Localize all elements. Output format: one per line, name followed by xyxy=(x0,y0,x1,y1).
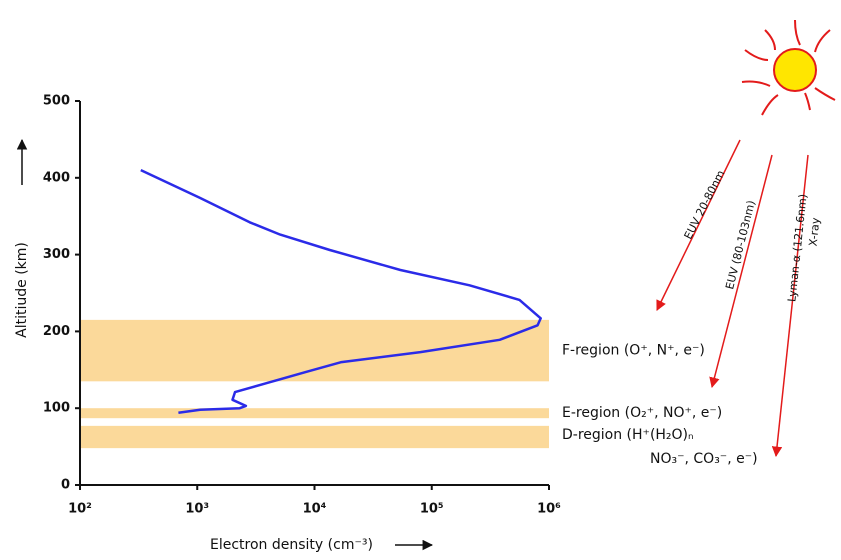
region-band xyxy=(80,425,549,449)
x-axis-label: Electron density (cm⁻³) xyxy=(210,537,373,553)
radiation-label: X-ray xyxy=(807,216,823,246)
y-tick-label: 0 xyxy=(61,478,70,493)
radiation-label: Lyman-α (121.6nm) xyxy=(785,193,809,302)
region-label: F-region (O⁺, N⁺, e⁻) xyxy=(562,343,705,359)
region-band xyxy=(80,319,549,382)
region-label: E-region (O₂⁺, NO⁺, e⁻) xyxy=(562,405,722,421)
region-band xyxy=(80,408,549,419)
radiation-arrow xyxy=(771,154,809,458)
x-tick-label: 10² xyxy=(68,502,92,517)
y-tick-label: 400 xyxy=(43,170,70,185)
y-tick-label: 200 xyxy=(43,324,70,339)
density-line xyxy=(140,168,542,415)
y-tick-label: 300 xyxy=(43,247,70,262)
region-label: D-region (H⁺(H₂O)ₙ xyxy=(562,427,694,443)
y-tick-label: 500 xyxy=(43,94,70,109)
radiation-arrow xyxy=(656,139,741,311)
x-tick-label: 10⁵ xyxy=(420,502,444,517)
x-tick-label: 10⁴ xyxy=(303,502,327,517)
sun-icon xyxy=(741,19,836,116)
radiation-arrow xyxy=(709,154,773,389)
x-tick-label: 10³ xyxy=(185,502,209,517)
y-tick-label: 100 xyxy=(43,401,70,416)
region-label: NO₃⁻, CO₃⁻, e⁻) xyxy=(650,451,758,467)
x-tick-label: 10⁶ xyxy=(537,502,561,517)
radiation-label: EUV 20-80nm xyxy=(682,168,728,241)
y-axis-label: Altitiude (km) xyxy=(14,242,30,338)
